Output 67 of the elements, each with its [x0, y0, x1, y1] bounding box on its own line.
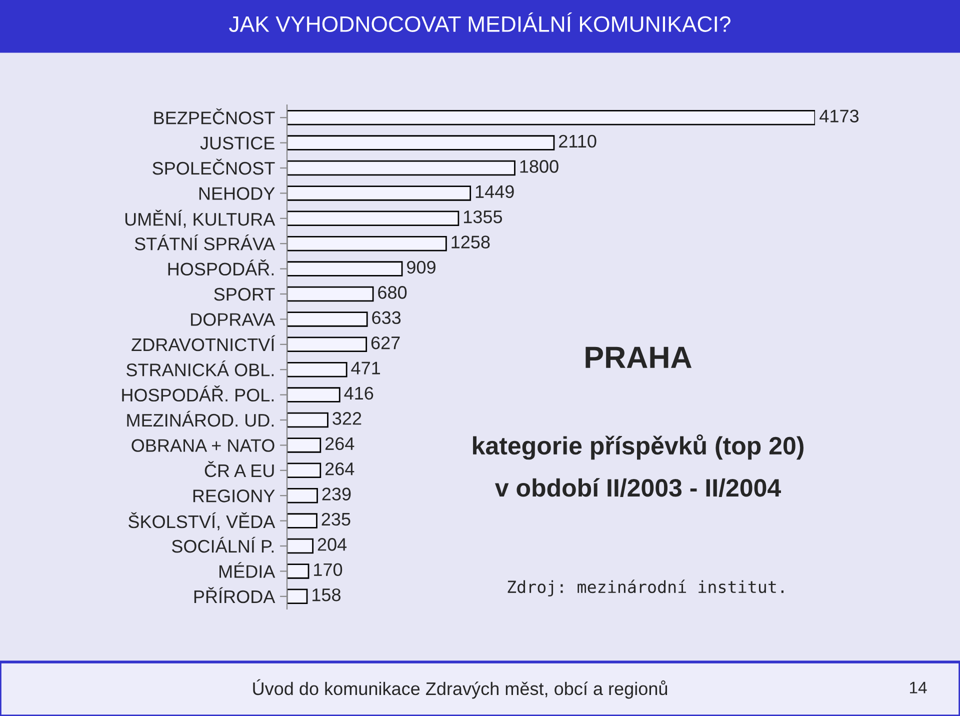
bar [287, 210, 460, 226]
data-label: 909 [407, 260, 436, 274]
data-label: 416 [344, 386, 374, 400]
y-tick-label: NEHODY [199, 187, 275, 200]
bar [287, 261, 403, 276]
y-tick-label: OBRANA + NATO [132, 439, 274, 452]
data-label: 235 [322, 512, 350, 526]
data-label: 2110 [559, 134, 596, 148]
y-tick-label: BEZPEČNOST [154, 108, 275, 124]
y-tick-label: ČR A EU [204, 461, 274, 478]
bar [287, 135, 555, 150]
data-label: 204 [318, 538, 347, 551]
text: Úvod do komunikace Zdravých měst, obcí a regionů [253, 679, 668, 699]
y-tick-label: JUSTICE [200, 136, 274, 150]
bar [287, 412, 328, 428]
y-tick-label: HOSPODÁŘ. POL. [122, 386, 274, 402]
data-label: 170 [314, 563, 342, 576]
y-tick-label: MÉDIA [219, 562, 276, 578]
bar [287, 488, 318, 504]
data-label: 1258 [452, 236, 490, 248]
y-tick-label: ŠKOLSTVÍ, VĚDA [128, 512, 276, 530]
text: 14 [910, 682, 927, 694]
y-tick-label: UMĚNÍ, KULTURA [125, 210, 276, 228]
data-label: 4173 [820, 110, 859, 122]
bar [287, 513, 318, 528]
y-tick-label: STRANICKÁ OBL. [126, 360, 274, 376]
bar [287, 538, 314, 554]
bar [287, 236, 447, 252]
y-tick-label: ZDRAVOTNICTVÍ [132, 335, 276, 352]
bar [287, 110, 815, 126]
bar [287, 462, 322, 478]
data-label: 1355 [464, 210, 502, 224]
data-label: 627 [371, 336, 400, 350]
y-tick-label: HOSPODÁŘ. [168, 260, 274, 276]
data-label: 158 [312, 588, 340, 602]
y-tick-label: SPOLEČNOST [152, 158, 275, 175]
y-tick-label: REGIONY [193, 490, 275, 502]
data-label: 322 [332, 412, 362, 425]
y-tick-label: DOPRAVA [191, 313, 276, 326]
bar [287, 286, 374, 302]
bar [287, 312, 368, 327]
data-label: 264 [325, 462, 354, 476]
data-label: 1449 [476, 185, 514, 198]
y-tick-label: MEZINÁROD. UD. [127, 410, 274, 427]
text: PRAHA [586, 346, 692, 368]
bar [287, 362, 348, 378]
bar [287, 387, 340, 402]
bar [287, 564, 310, 579]
bar [287, 160, 516, 176]
data-label: 264 [325, 437, 354, 450]
y-tick-label: PŘÍRODA [194, 587, 276, 604]
data-label: 1800 [520, 160, 558, 173]
y-tick-label: STÁTNÍ SPRÁVA [134, 234, 276, 250]
data-label: 471 [351, 362, 380, 374]
bar [287, 186, 472, 201]
chart-title: JAK VYHODNOCOVAT MEDIÁLNÍ KOMUNIKACI? [229, 12, 730, 32]
bar [287, 336, 368, 352]
data-label: 239 [322, 488, 351, 500]
y-tick-label: SOCIÁLNÍ P. [172, 536, 274, 553]
bar [287, 438, 322, 453]
annotation: v období II/2003 - II/2004 [495, 478, 781, 497]
data-label: 680 [378, 286, 407, 299]
y-tick-label: SPORT [214, 288, 275, 301]
annotation: Zdroj: mezinárodní institut. [508, 580, 784, 596]
bar [287, 588, 308, 604]
annotation: kategorie příspěvků (top 20) [473, 434, 804, 460]
data-label: 633 [372, 311, 401, 324]
